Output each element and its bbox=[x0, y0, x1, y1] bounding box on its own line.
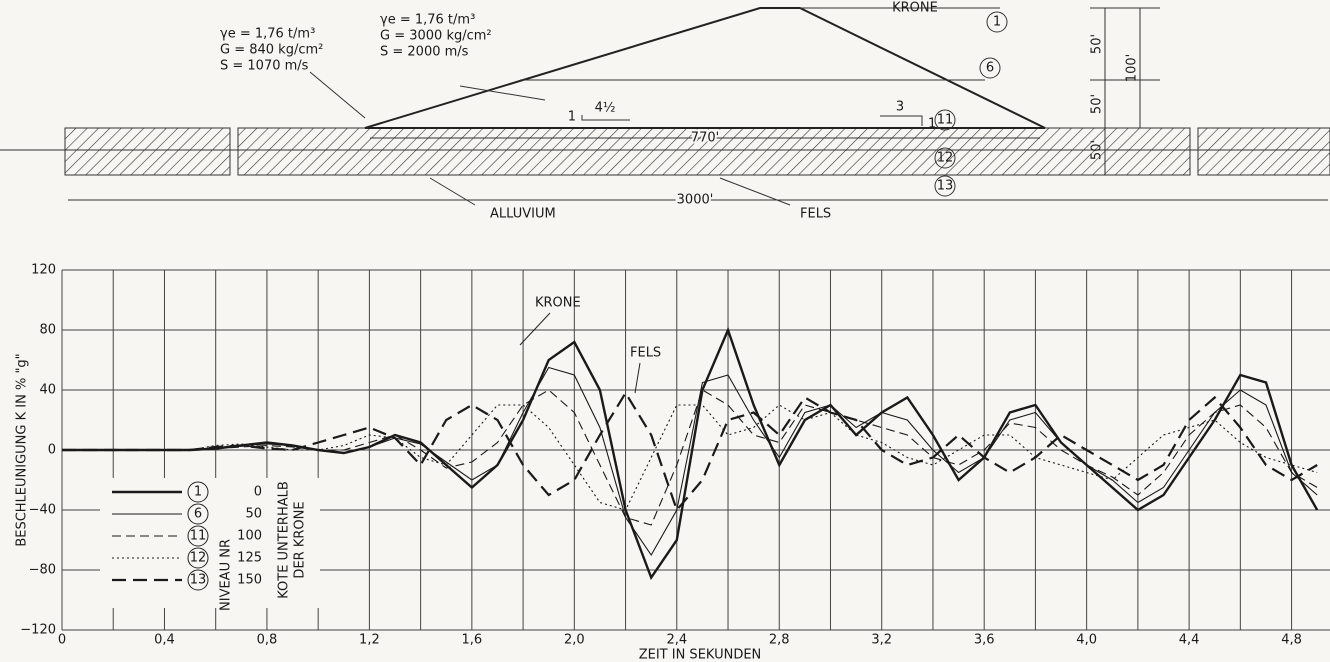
slope-text: 1 bbox=[568, 110, 576, 125]
x-tick-label: 0,8 bbox=[257, 633, 278, 648]
x-tick-label: 2,4 bbox=[666, 633, 687, 648]
prop: G = 3000 kg/cm² bbox=[380, 29, 492, 44]
pointer bbox=[429, 177, 476, 206]
slope-marker bbox=[880, 115, 923, 126]
legend-label: 13 bbox=[190, 573, 207, 588]
slope-marker bbox=[581, 115, 630, 121]
prop: G = 840 kg/cm² bbox=[220, 43, 323, 58]
y-tick-label: 40 bbox=[39, 383, 56, 398]
annotation: KRONE bbox=[535, 296, 581, 311]
dim-text: 50' bbox=[1090, 140, 1105, 160]
legend-circle bbox=[187, 525, 209, 547]
x-tick-label: 4,8 bbox=[1281, 633, 1302, 648]
legend-label: 12 bbox=[190, 551, 207, 566]
legend-circle bbox=[187, 481, 209, 503]
y-tick-label: 120 bbox=[31, 263, 56, 278]
legend-circle bbox=[187, 503, 209, 525]
slope-text: 4½ bbox=[595, 101, 616, 116]
slope-text: 3 bbox=[896, 100, 904, 115]
x-tick-label: 4,0 bbox=[1076, 633, 1097, 648]
marker-circle bbox=[979, 57, 1001, 79]
x-tick-label: 0 bbox=[58, 633, 66, 648]
series-line bbox=[62, 366, 1318, 557]
layer-band bbox=[1197, 127, 1330, 176]
marker-number: 12 bbox=[937, 151, 954, 166]
pointer bbox=[519, 312, 551, 346]
x-tick-label: 0,4 bbox=[154, 633, 175, 648]
marker-circle bbox=[934, 147, 956, 169]
x-tick-label: 2,0 bbox=[564, 633, 585, 648]
legend-circle bbox=[187, 569, 209, 591]
y-tick-label: −120 bbox=[20, 623, 56, 638]
legend-depth: 100 bbox=[237, 529, 262, 544]
series-line bbox=[62, 390, 1318, 513]
series-line bbox=[62, 404, 1318, 511]
dim-text: 3000' bbox=[677, 193, 714, 208]
x-tick-label: 2,8 bbox=[769, 633, 790, 648]
marker-circle bbox=[934, 109, 956, 131]
dim-text: 50' bbox=[1090, 94, 1105, 114]
marker-number: 11 bbox=[937, 113, 954, 128]
layer-label: FELS bbox=[800, 207, 831, 222]
series-line bbox=[62, 389, 1318, 526]
x-tick-label: 1,2 bbox=[359, 633, 380, 648]
x-tick-label: 1,6 bbox=[462, 633, 483, 648]
annotation: FELS bbox=[630, 346, 661, 361]
y-tick-label: −40 bbox=[29, 503, 56, 518]
dim-text: 100' bbox=[1125, 54, 1140, 82]
dim-text: 50' bbox=[1090, 34, 1105, 54]
legend-label: 6 bbox=[194, 507, 202, 522]
marker-number: 1 bbox=[993, 15, 1001, 30]
slope-text: 1 bbox=[928, 117, 936, 132]
pointer bbox=[309, 71, 366, 119]
crest-label: KRONE bbox=[892, 1, 938, 16]
y-tick-label: −80 bbox=[29, 563, 56, 578]
y-tick-label: 80 bbox=[39, 323, 56, 338]
layer-band bbox=[237, 127, 1191, 176]
marker-circle bbox=[934, 175, 956, 197]
pointer bbox=[634, 362, 641, 394]
legend-title: KOTE UNTERHALB bbox=[277, 481, 292, 599]
prop: γe = 1,76 t/m³ bbox=[220, 27, 315, 42]
cross-section: γe = 1,76 t/m³ G = 840 kg/cm² S = 1070 m… bbox=[0, 1, 1330, 222]
marker-number: 6 bbox=[986, 61, 994, 76]
prop: S = 1070 m/s bbox=[220, 59, 309, 74]
x-axis-label: ZEIT IN SEKUNDEN bbox=[639, 648, 762, 662]
legend-label: 11 bbox=[190, 529, 207, 544]
dim-text: 770' bbox=[691, 131, 719, 146]
x-tick-label: 3,6 bbox=[974, 633, 995, 648]
series-line bbox=[62, 326, 1319, 581]
legend-circle bbox=[187, 547, 209, 569]
y-axis-label: BESCHLEUNIGUNG K IN % "g" bbox=[15, 353, 30, 546]
legend-depth: 0 bbox=[254, 485, 262, 500]
legend-depth: 150 bbox=[237, 573, 262, 588]
pointer bbox=[719, 177, 791, 206]
legend-depth: 125 bbox=[237, 551, 262, 566]
x-tick-label: 4,4 bbox=[1179, 633, 1200, 648]
legend-bg bbox=[100, 478, 320, 608]
layer-band bbox=[64, 127, 231, 176]
marker-number: 13 bbox=[937, 179, 954, 194]
prop: S = 2000 m/s bbox=[380, 45, 469, 60]
legend-label: 1 bbox=[194, 485, 202, 500]
marker-circle bbox=[986, 11, 1008, 33]
legend-depth: 50 bbox=[245, 507, 262, 522]
y-tick-label: 0 bbox=[48, 443, 56, 458]
legend-title: NIVEAU NR bbox=[219, 539, 234, 611]
x-tick-label: 3,2 bbox=[871, 633, 892, 648]
pointer bbox=[459, 85, 546, 101]
legend-title: DER KRONE bbox=[293, 501, 308, 578]
layer-label: ALLUVIUM bbox=[490, 207, 556, 222]
prop: γe = 1,76 t/m³ bbox=[380, 13, 475, 28]
